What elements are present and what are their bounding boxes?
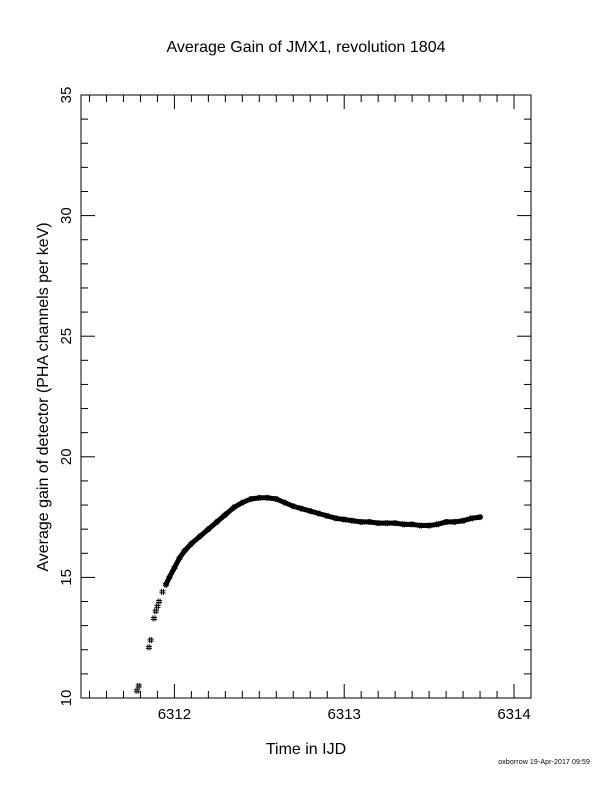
data-point: [392, 520, 399, 527]
plot-area: [80, 94, 532, 699]
data-point: [171, 564, 178, 571]
data-point: [205, 526, 212, 533]
data-point: [181, 547, 188, 554]
data-point: [230, 504, 237, 511]
x-minor-ticks: [88, 95, 532, 698]
data-point: [213, 518, 220, 525]
data-point: [417, 522, 424, 529]
data-point: [366, 518, 373, 525]
x-tick-label: 6312: [158, 706, 191, 723]
data-point: [332, 515, 339, 522]
data-point: [152, 608, 159, 615]
y-axis-ticks: 10 15 20 25 30 35: [58, 87, 531, 707]
data-point: [400, 521, 407, 528]
data-point: [434, 521, 441, 528]
data-point: [468, 515, 475, 522]
data-point: [222, 511, 229, 518]
data-point: [256, 494, 263, 501]
x-axis-label: Time in IJD: [266, 741, 346, 758]
data-point: [375, 520, 382, 527]
data-point: [264, 494, 271, 501]
x-axis-ticks: 6312 6313 6314: [158, 95, 531, 723]
data-point: [154, 603, 161, 610]
data-point: [147, 637, 154, 644]
data-point: [315, 510, 322, 517]
data-point: [443, 518, 450, 525]
data-point: [358, 518, 365, 525]
data-point: [159, 588, 166, 595]
x-tick-label: 6313: [328, 706, 361, 723]
data-point: [426, 522, 433, 529]
y-tick-label: 30: [58, 207, 75, 224]
data-point: [247, 496, 254, 503]
chart-title: Average Gain of JMX1, revolution 1804: [167, 39, 446, 56]
data-point: [451, 518, 458, 525]
y-tick-label: 15: [58, 569, 75, 586]
data-point: [196, 533, 203, 540]
data-point: [188, 540, 195, 547]
data-point: [156, 598, 163, 605]
data-point: [298, 505, 305, 512]
y-tick-label: 10: [58, 690, 75, 707]
data-point: [151, 615, 158, 622]
y-tick-label: 25: [58, 328, 75, 345]
data-point: [290, 503, 297, 510]
data-point: [324, 512, 331, 519]
data-point: [239, 499, 246, 506]
data-point: [281, 499, 288, 506]
data-point: [460, 517, 467, 524]
data-point: [166, 574, 173, 581]
data-point: [162, 581, 169, 588]
data-point: [273, 496, 280, 503]
footer-stamp: oxborrow 19-Apr-2017 09:59: [498, 759, 590, 766]
y-minor-ticks: [81, 118, 531, 675]
data-point: [341, 516, 348, 523]
x-tick-label: 6314: [497, 706, 530, 723]
data-point: [383, 520, 390, 527]
data-point: [409, 521, 416, 528]
data-point: [135, 682, 142, 689]
data-point: [134, 687, 141, 694]
data-point: [176, 555, 183, 562]
data-points: [134, 494, 484, 694]
data-point: [145, 644, 152, 651]
data-point: [349, 517, 356, 524]
data-point: [477, 514, 484, 521]
dense-trace: [163, 495, 483, 588]
y-tick-label: 20: [58, 448, 75, 465]
y-tick-label: 35: [58, 87, 75, 104]
data-point: [307, 508, 314, 515]
y-axis-label: Average gain of detector (PHA channels p…: [35, 222, 52, 571]
